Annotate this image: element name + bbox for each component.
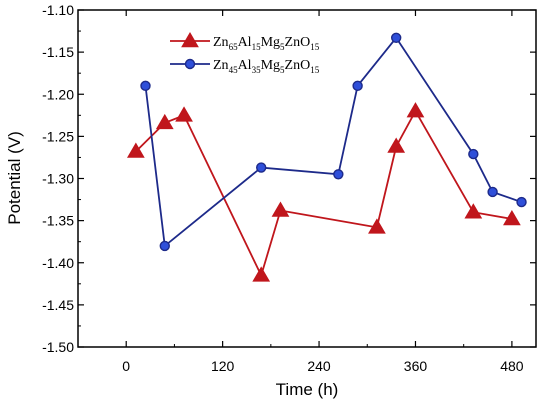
x-tick-label: 480: [500, 358, 524, 374]
y-tick-label: -1.15: [42, 44, 74, 60]
x-tick-label: 120: [211, 358, 235, 374]
circle-marker: [516, 196, 527, 208]
legend-entry: Zn45Al35Mg5ZnO15: [170, 58, 320, 75]
series-1: [126, 102, 521, 282]
y-tick-label: -1.35: [42, 213, 74, 229]
x-axis-label: Time (h): [276, 380, 339, 399]
x-tick-label: 0: [122, 358, 130, 374]
series-2: [140, 32, 527, 252]
x-tick-label: 360: [404, 358, 428, 374]
circle-marker: [256, 162, 267, 173]
triangle-marker: [387, 137, 406, 153]
legend-label: Zn65Al15Mg5ZnO15: [213, 35, 320, 52]
triangle-marker: [126, 142, 145, 158]
triangle-marker: [406, 102, 425, 118]
triangle-marker: [252, 266, 271, 282]
x-tick-label: 240: [307, 358, 331, 374]
legend-entry: Zn65Al15Mg5ZnO15: [170, 32, 320, 52]
y-tick-label: -1.10: [42, 2, 74, 18]
triangle-marker: [155, 113, 174, 130]
circle-marker: [468, 148, 479, 160]
y-tick-label: -1.25: [42, 128, 74, 144]
series-line: [135, 109, 513, 278]
circle-marker: [184, 58, 196, 70]
circle-marker: [159, 240, 170, 252]
triangle-marker: [271, 201, 290, 217]
y-tick-label: -1.50: [42, 339, 74, 355]
triangle-marker: [368, 218, 386, 234]
circle-marker: [333, 169, 344, 180]
y-axis-label: Potential (V): [5, 131, 24, 225]
y-tick-label: -1.30: [42, 171, 74, 187]
circle-marker: [487, 186, 498, 198]
y-tick-label: -1.20: [42, 86, 74, 102]
triangle-marker: [175, 106, 193, 122]
legend-label: Zn45Al35Mg5ZnO15: [213, 58, 320, 75]
y-tick-label: -1.40: [42, 255, 74, 271]
circle-marker: [352, 80, 363, 92]
triangle-marker: [181, 32, 199, 48]
circle-marker: [390, 32, 402, 44]
triangle-marker: [464, 203, 483, 219]
circle-marker: [140, 80, 151, 92]
triangle-marker: [503, 209, 521, 226]
series-line: [144, 36, 522, 248]
y-tick-label: -1.45: [42, 297, 74, 313]
